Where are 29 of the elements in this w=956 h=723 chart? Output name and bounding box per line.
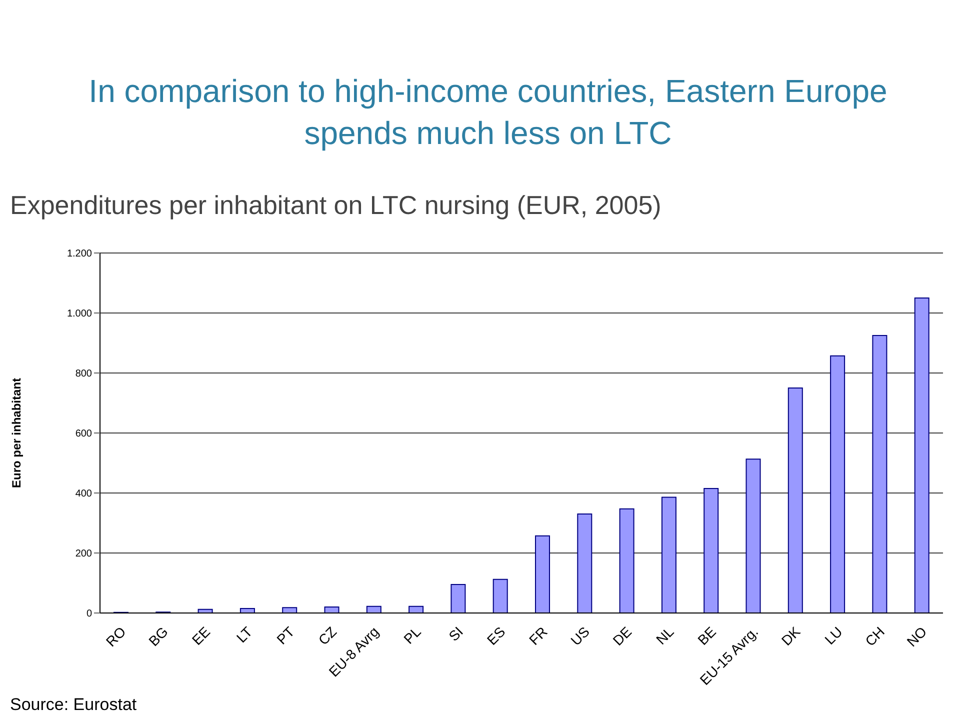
x-tick-label: CZ [315,623,340,648]
x-tick-label: BG [145,623,172,650]
x-tick-label: DE [610,623,635,649]
x-tick-label: LT [233,623,256,646]
y-tick-label: 800 [75,368,92,380]
x-tick-label: US [567,623,593,649]
x-tick-label: CH [862,623,888,650]
y-axis-title: Euro per inhabitant [9,378,24,488]
y-tick-label: 0 [86,608,92,620]
y-tick-label: 200 [75,548,92,560]
y-tick-label: 400 [75,488,92,500]
x-tick-label: NO [904,623,930,650]
x-tick-label: PT [273,623,298,648]
x-tick-label: BE [694,623,719,648]
chart-title: In comparison to high-income countries, Eastern Europe spends much less on LTC [88,72,888,153]
x-tick-label: LU [821,623,846,648]
x-tick-label: DK [778,623,804,649]
x-tick-label: FR [526,623,550,648]
x-tick-label: EE [188,623,214,648]
y-tick-label: 1.000 [66,308,92,320]
chart-subtitle: Expenditures per inhabitant on LTC nursing (EUR, 2005) [10,190,662,221]
x-tick-label: PL [400,623,424,647]
x-tick-label: SI [445,623,466,644]
x-tick-label: RO [102,623,129,650]
x-tick-label: ES [484,623,508,648]
source-note: Source: Eurostat [10,695,137,715]
x-tick-label: NL [652,623,677,648]
y-tick-label: 1.200 [66,248,92,260]
y-tick-label: 600 [75,428,92,440]
